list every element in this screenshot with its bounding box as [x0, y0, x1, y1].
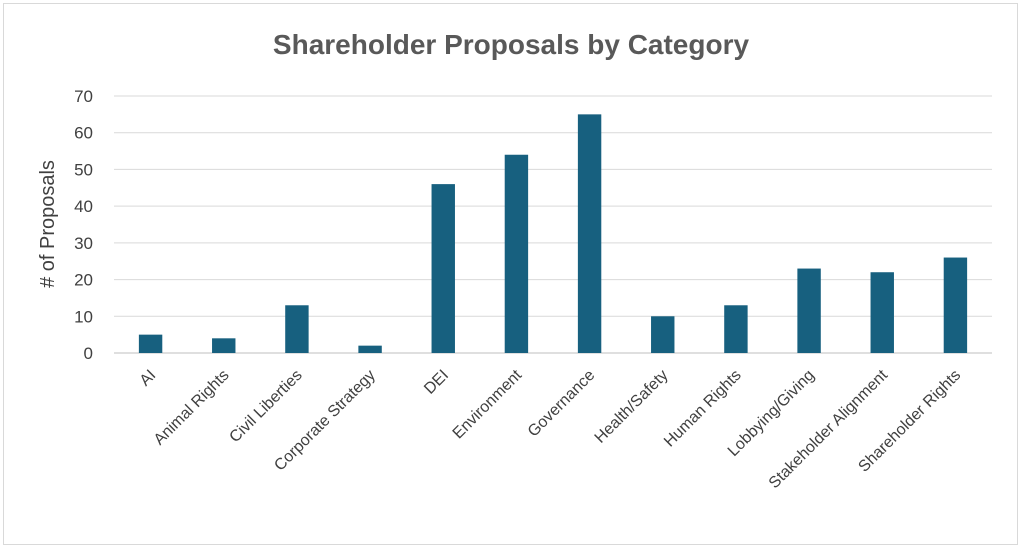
bar [724, 305, 748, 353]
y-tick-label: 40 [74, 197, 93, 216]
x-tick-label: Animal Rights [151, 367, 233, 449]
bar [138, 334, 163, 353]
gridlines [114, 95, 992, 354]
y-tick-label: 20 [74, 271, 93, 290]
x-tick-label: Governance [525, 367, 599, 441]
y-tick-label: 0 [84, 344, 93, 363]
y-axis-label: # of Proposals [37, 160, 59, 288]
x-tick-label: Stakeholder Alignment [766, 366, 892, 492]
bar [431, 184, 455, 353]
bars [138, 114, 968, 353]
y-tick-label: 50 [74, 160, 93, 179]
bar [504, 154, 529, 353]
bar [651, 316, 675, 353]
bar [212, 338, 236, 353]
y-axis-ticks: 0 10 20 30 40 50 60 70 [74, 87, 93, 363]
x-tick-label: Health/Safety [592, 367, 672, 447]
bar [797, 268, 821, 353]
y-tick-label: 10 [74, 307, 93, 326]
x-tick-label: Civil Liberties [226, 367, 305, 446]
x-tick-label: Environment [450, 366, 526, 442]
x-tick-label: AI [137, 367, 160, 390]
bar [577, 114, 602, 353]
bar [943, 257, 968, 353]
bar [285, 305, 309, 353]
bar [870, 272, 894, 353]
y-tick-label: 30 [74, 234, 93, 253]
x-tick-label: Human Rights [661, 367, 745, 451]
bar [358, 345, 382, 353]
y-tick-label: 60 [74, 124, 93, 143]
y-tick-label: 70 [74, 87, 93, 106]
x-tick-label: DEI [421, 367, 452, 398]
chart-title: Shareholder Proposals by Category [273, 29, 750, 60]
